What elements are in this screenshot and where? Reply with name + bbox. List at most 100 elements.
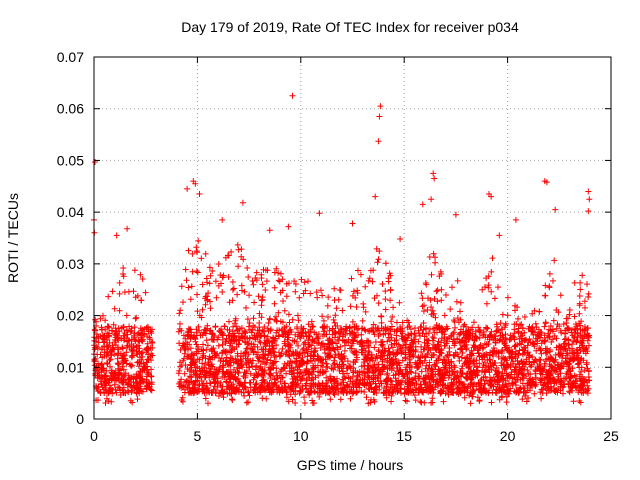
data-point — [215, 261, 222, 267]
data-point — [128, 341, 135, 348]
data-point — [193, 268, 200, 275]
data-point — [560, 390, 566, 397]
data-point — [578, 318, 585, 325]
data-point — [248, 329, 255, 336]
data-point — [530, 331, 537, 338]
data-point — [226, 379, 233, 386]
data-point — [97, 389, 104, 396]
data-point — [472, 328, 479, 335]
data-point — [246, 292, 253, 299]
data-point — [386, 349, 393, 355]
data-point — [221, 323, 228, 330]
data-point — [573, 373, 580, 380]
data-point — [262, 387, 268, 394]
data-point — [388, 341, 395, 348]
data-point — [293, 358, 300, 365]
data-point — [120, 366, 127, 373]
data-point — [541, 323, 548, 330]
data-point — [263, 395, 270, 402]
data-point — [124, 342, 131, 349]
data-point — [375, 300, 382, 307]
data-point — [553, 325, 560, 332]
data-point — [281, 360, 288, 367]
outlier-point — [289, 92, 296, 99]
data-point — [462, 359, 469, 365]
data-point — [250, 357, 256, 364]
data-point — [120, 273, 127, 280]
data-point — [536, 331, 543, 338]
data-point — [128, 363, 135, 370]
data-point — [289, 316, 296, 323]
data-point — [235, 263, 242, 270]
data-point — [451, 329, 457, 336]
data-point — [544, 369, 551, 376]
data-point — [541, 338, 548, 345]
data-point — [234, 327, 240, 334]
data-point — [353, 389, 360, 395]
data-point — [347, 395, 354, 402]
data-point — [221, 389, 228, 395]
data-point — [432, 259, 439, 266]
data-point — [217, 272, 224, 279]
data-point — [187, 367, 193, 374]
data-point — [446, 365, 453, 372]
data-point — [448, 380, 455, 387]
data-point — [294, 312, 301, 319]
data-point — [133, 374, 140, 381]
data-point — [379, 281, 386, 287]
data-point — [473, 334, 480, 341]
data-point — [311, 329, 318, 336]
data-point — [523, 398, 530, 405]
data-point — [470, 386, 476, 393]
data-point — [319, 292, 326, 299]
data-point — [412, 325, 418, 332]
data-point — [550, 385, 557, 391]
data-point — [487, 382, 494, 389]
data-point — [149, 344, 156, 351]
data-point — [405, 319, 412, 326]
data-point — [343, 323, 350, 330]
data-point — [482, 373, 489, 380]
data-point — [276, 333, 282, 340]
data-point — [245, 340, 252, 347]
y-tick-label: 0.02 — [57, 308, 84, 324]
data-point — [277, 378, 284, 385]
data-point — [224, 383, 231, 390]
data-point — [511, 321, 518, 328]
data-point — [578, 339, 585, 346]
data-point — [555, 385, 562, 392]
data-point — [256, 320, 263, 326]
data-point — [185, 247, 192, 254]
data-point — [244, 341, 251, 348]
data-point — [100, 312, 106, 319]
data-point — [129, 354, 135, 361]
data-point — [352, 382, 359, 389]
data-point — [521, 385, 528, 392]
data-point — [148, 381, 155, 388]
data-point — [564, 315, 571, 322]
data-point — [283, 394, 290, 401]
data-point — [300, 372, 307, 379]
data-point — [453, 389, 460, 396]
data-point — [505, 362, 511, 369]
data-point — [189, 268, 196, 275]
data-point — [190, 352, 197, 359]
data-point — [201, 326, 208, 333]
data-point — [337, 343, 344, 350]
data-point — [388, 318, 395, 325]
data-point — [230, 366, 237, 373]
outlier-point — [92, 159, 98, 165]
data-point — [576, 300, 583, 307]
data-point — [331, 285, 338, 292]
data-point — [389, 344, 396, 351]
data-point — [502, 322, 509, 329]
data-point — [279, 276, 286, 283]
data-point — [123, 349, 130, 356]
data-point — [358, 388, 365, 395]
data-point — [264, 356, 271, 363]
data-point — [470, 344, 477, 351]
data-point — [433, 347, 440, 353]
data-point — [139, 375, 146, 382]
data-point — [382, 306, 389, 313]
data-point — [505, 380, 512, 387]
